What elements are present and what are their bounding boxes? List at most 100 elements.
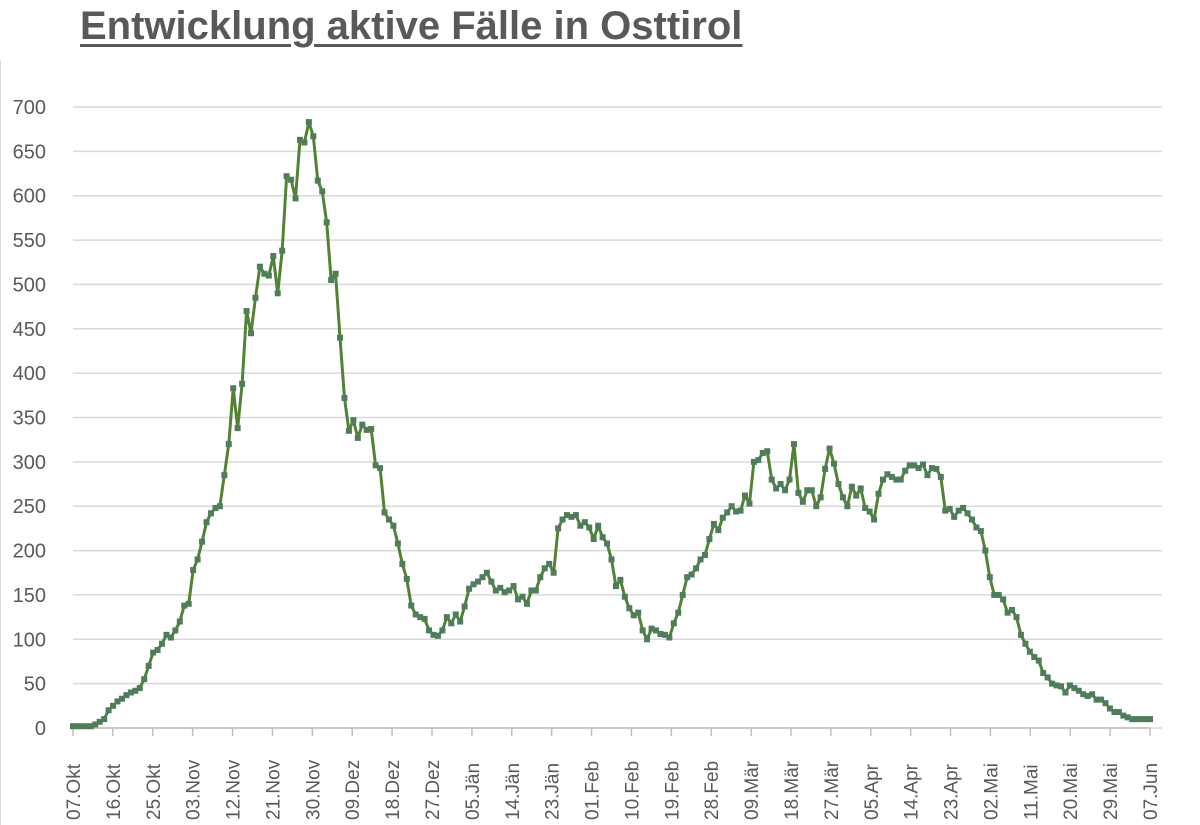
- data-point: [350, 417, 357, 424]
- data-point: [256, 263, 263, 270]
- data-point: [946, 505, 953, 512]
- data-point: [1089, 691, 1096, 698]
- data-point: [795, 489, 802, 496]
- data-point: [742, 492, 749, 499]
- data-point: [1013, 614, 1020, 621]
- data-point: [74, 723, 81, 730]
- data-point: [506, 587, 513, 594]
- data-point: [452, 611, 459, 618]
- data-point: [559, 516, 566, 523]
- data-point: [617, 576, 624, 583]
- data-point: [604, 540, 611, 547]
- data-point: [822, 465, 829, 472]
- data-point: [933, 465, 940, 472]
- y-tick-label: 200: [13, 541, 46, 563]
- data-point: [977, 528, 984, 535]
- data-point: [470, 581, 477, 588]
- data-point: [270, 253, 277, 260]
- data-point: [679, 591, 686, 598]
- data-point: [301, 139, 308, 146]
- x-tick-label: 16.Okt: [104, 763, 125, 820]
- data-point: [207, 510, 214, 517]
- x-tick-label: 09.Dez: [343, 760, 364, 820]
- data-point: [666, 634, 673, 641]
- data-point: [1093, 696, 1100, 703]
- data-point: [915, 465, 922, 472]
- data-point: [911, 462, 918, 469]
- data-point: [181, 602, 188, 609]
- data-point: [750, 458, 757, 465]
- data-point: [1022, 640, 1029, 647]
- data-point: [782, 487, 789, 494]
- data-point: [159, 640, 166, 647]
- x-tick-label: 25.Okt: [144, 763, 165, 820]
- data-point: [1066, 682, 1073, 689]
- y-tick-label: 550: [13, 230, 46, 252]
- y-tick-label: 450: [13, 319, 46, 341]
- data-point: [746, 500, 753, 507]
- data-point: [657, 630, 664, 637]
- y-tick-label: 500: [13, 274, 46, 296]
- x-tick-label: 14.Apr: [902, 763, 923, 820]
- y-tick-label: 150: [13, 585, 46, 607]
- x-tick-label: 02.Mai: [981, 763, 1002, 820]
- data-point: [764, 448, 771, 455]
- data-point: [546, 560, 553, 567]
- data-point: [363, 426, 370, 433]
- data-point: [368, 426, 375, 433]
- data-point: [951, 513, 958, 520]
- data-point: [893, 476, 900, 483]
- data-point: [332, 270, 339, 277]
- data-point: [871, 516, 878, 523]
- data-point: [87, 723, 94, 730]
- data-point: [1129, 716, 1136, 723]
- data-point: [537, 574, 544, 581]
- y-tick-label: 300: [13, 452, 46, 474]
- data-point: [145, 662, 152, 669]
- data-point: [577, 522, 584, 529]
- data-point: [403, 575, 410, 582]
- data-point: [968, 516, 975, 523]
- data-point: [1031, 654, 1038, 661]
- data-point: [991, 591, 998, 598]
- data-point: [1000, 596, 1007, 603]
- data-point: [688, 571, 695, 578]
- data-point: [733, 508, 740, 515]
- data-point: [1026, 648, 1033, 655]
- data-point: [248, 330, 255, 337]
- data-point: [1111, 709, 1118, 716]
- data-point: [728, 503, 735, 510]
- data-point: [937, 473, 944, 480]
- data-point: [448, 620, 455, 627]
- data-point: [408, 602, 415, 609]
- data-point: [261, 270, 268, 277]
- data-point: [399, 560, 406, 567]
- data-point: [1040, 669, 1047, 676]
- data-point: [283, 173, 290, 180]
- x-tick-label: 27.Dez: [423, 760, 444, 820]
- data-point: [866, 508, 873, 515]
- data-point: [1138, 716, 1145, 723]
- data-point: [203, 519, 210, 526]
- data-point: [920, 461, 927, 468]
- data-point: [1084, 693, 1091, 700]
- data-point: [630, 612, 637, 619]
- x-tick-label: 12.Nov: [224, 759, 245, 820]
- data-point: [390, 522, 397, 529]
- data-point: [417, 614, 424, 621]
- data-point: [354, 434, 361, 441]
- data-point: [1133, 716, 1140, 723]
- data-point: [310, 133, 317, 140]
- x-tick-label: 14.Jän: [503, 763, 524, 820]
- data-point: [230, 385, 237, 392]
- data-point: [835, 481, 842, 488]
- data-point: [510, 583, 517, 590]
- data-point: [221, 472, 228, 479]
- chart-title: Entwicklung aktive Fälle in Osttirol: [80, 4, 743, 48]
- data-point: [167, 634, 174, 641]
- x-tick-label: 18.Mär: [782, 760, 803, 820]
- data-point: [488, 578, 495, 585]
- data-point: [319, 188, 326, 195]
- data-point: [92, 721, 99, 728]
- data-point: [314, 177, 321, 184]
